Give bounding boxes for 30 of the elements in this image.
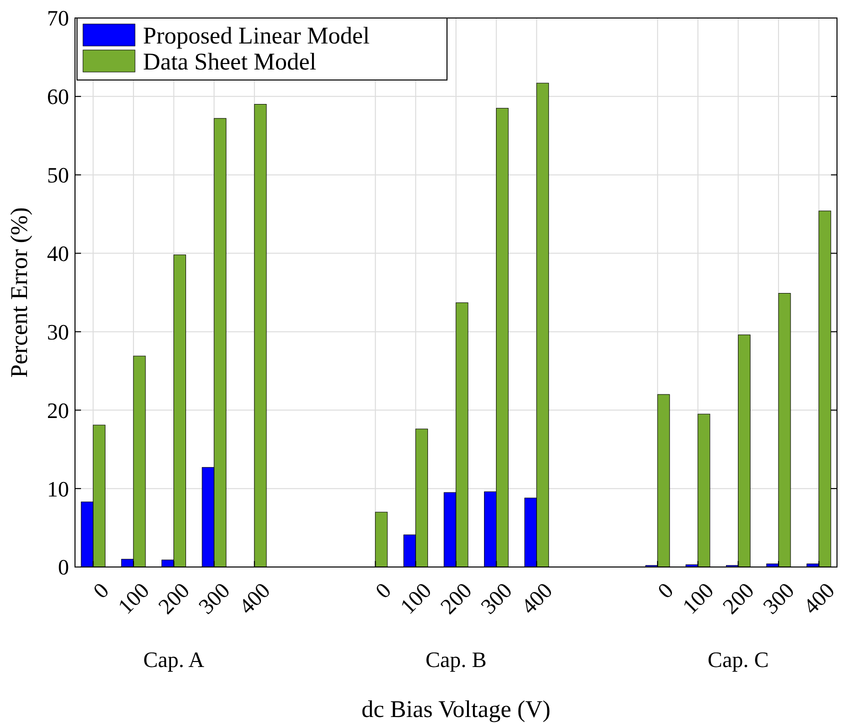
x-tick-label: 100 [677,578,718,619]
y-tick-label: 0 [58,554,69,580]
x-tick-label: 100 [112,578,154,619]
y-tick-label: 50 [47,162,69,188]
x-tick-label: 400 [798,578,840,619]
legend-label: Proposed Linear Model [143,23,370,50]
y-tick-label: 10 [47,476,69,502]
text: Cap. B [425,647,487,672]
x-tick-label: 400 [516,578,558,619]
x-tick-label: 400 [234,578,275,619]
text: Cap. A [143,647,204,672]
y-tick-label: 20 [47,398,69,423]
x-tick-label: 0 [88,578,114,604]
x-tick-label: 100 [395,578,436,619]
y-tick-label: 30 [47,319,69,344]
y-axis-title: Percent Error (%) [7,207,33,378]
x-tick-label: 200 [435,578,476,619]
text: Cap. C [708,647,769,672]
x-tick-label: 300 [194,578,235,619]
y-tick-label: 70 [47,6,69,31]
x-tick-label: 300 [758,578,799,619]
x-axis-title: dc Bias Voltage (V) [361,697,551,723]
x-tick-label: 200 [718,578,759,619]
x-tick-label: 0 [652,578,678,604]
y-tick-label: 40 [47,240,69,266]
x-tick-label: 200 [153,578,194,619]
legend-label: Data Sheet Model [143,49,317,76]
x-tick-label: 300 [476,578,517,619]
y-tick-label: 60 [47,84,69,110]
x-tick-label: 0 [370,578,396,604]
